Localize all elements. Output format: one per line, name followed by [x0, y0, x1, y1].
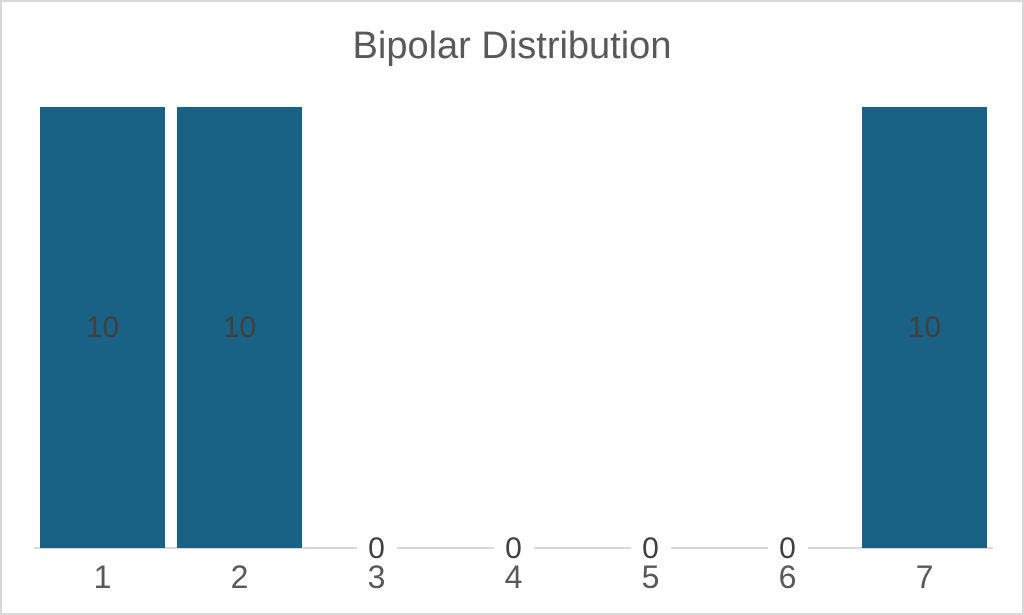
data-label-category-2: 10 — [222, 310, 257, 344]
data-label-category-1: 10 — [85, 310, 120, 344]
data-label-category-7: 10 — [907, 310, 942, 344]
x-tick-label-7: 7 — [915, 559, 934, 595]
bar-category-7 — [862, 107, 987, 548]
chart-title: Bipolar Distribution — [352, 25, 672, 67]
x-tick-label-3: 3 — [367, 559, 386, 595]
x-tick-label-1: 1 — [93, 559, 112, 595]
data-label-category-4: 0 — [493, 533, 534, 565]
data-label-category-3: 0 — [356, 533, 397, 565]
bar-category-2 — [177, 107, 302, 548]
x-tick-label-6: 6 — [778, 559, 797, 595]
x-tick-label-2: 2 — [230, 559, 249, 595]
bar-category-1 — [40, 107, 165, 548]
data-label-category-5: 0 — [630, 533, 671, 565]
data-label-category-6: 0 — [767, 533, 808, 565]
x-tick-label-4: 4 — [504, 559, 523, 595]
x-tick-label-5: 5 — [641, 559, 660, 595]
